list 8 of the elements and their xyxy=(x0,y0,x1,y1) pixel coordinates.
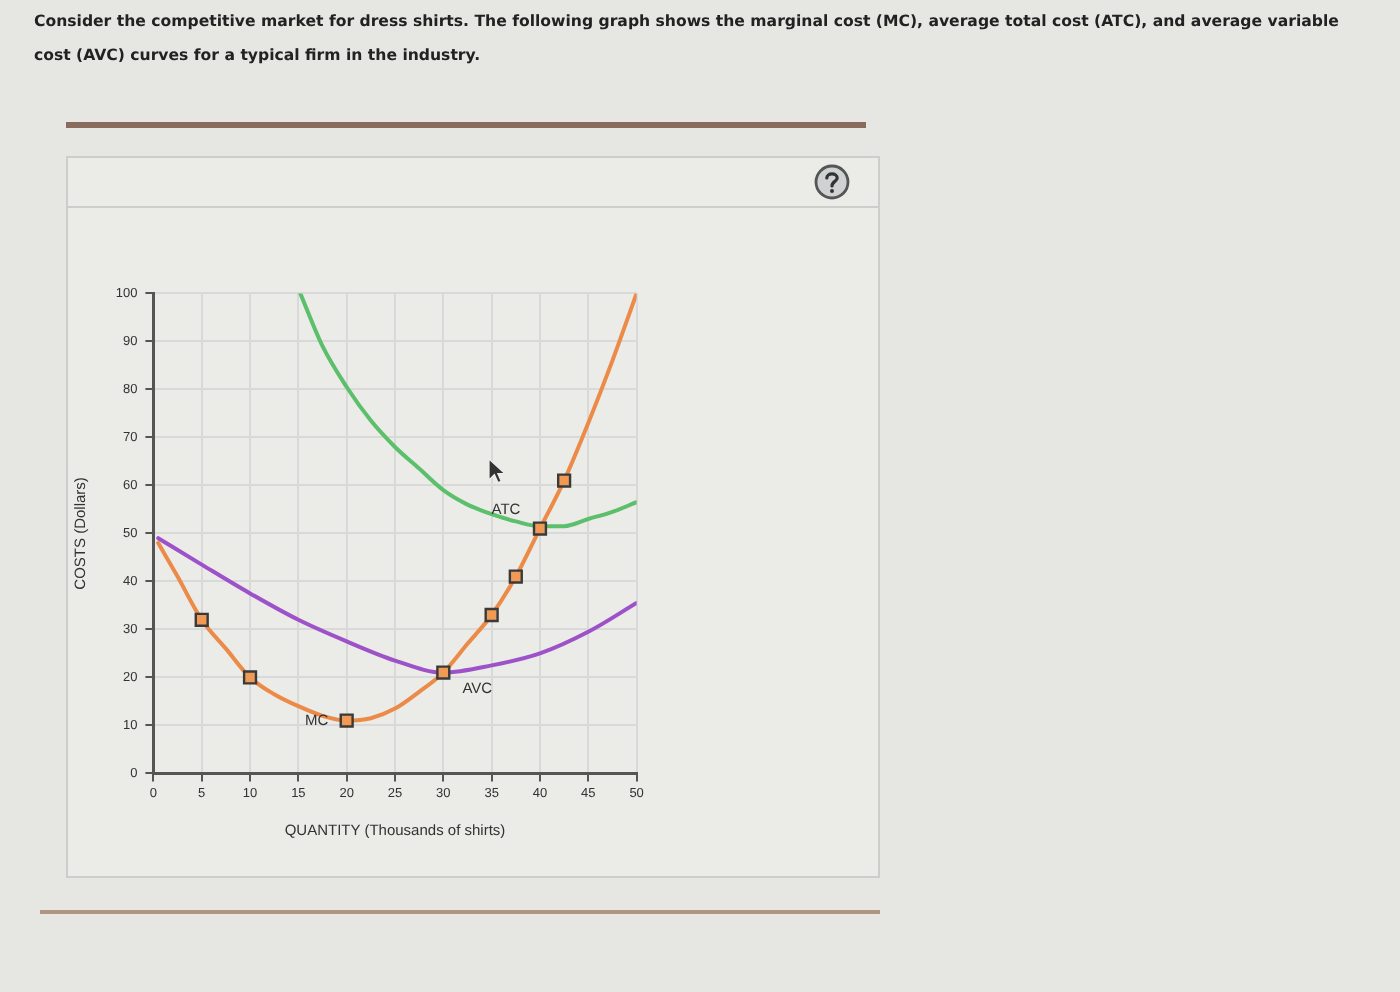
point xyxy=(484,607,499,623)
point xyxy=(339,713,354,728)
point xyxy=(508,569,523,584)
point xyxy=(556,473,572,488)
point xyxy=(532,521,548,536)
point xyxy=(242,670,258,685)
point xyxy=(436,665,451,680)
point xyxy=(194,612,209,627)
